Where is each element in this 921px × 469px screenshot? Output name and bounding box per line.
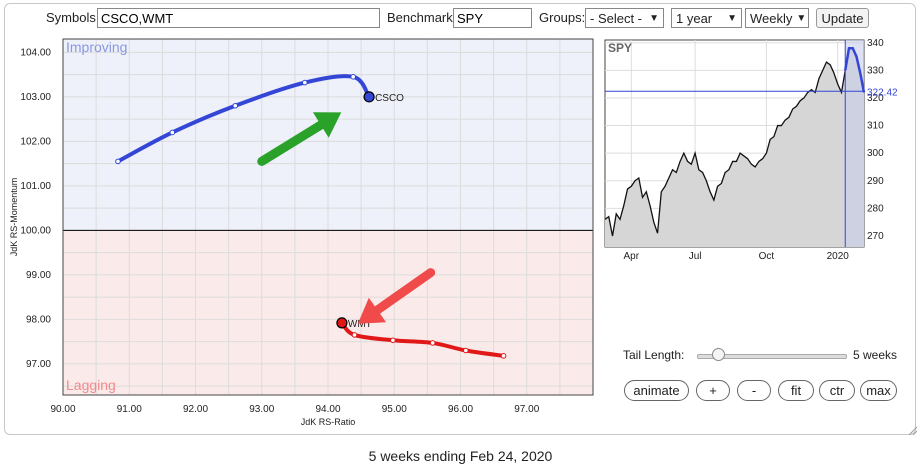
csco-tail-point: [350, 74, 356, 80]
benchmark-label: Benchmark:: [387, 10, 457, 25]
x-tick-label: 94.00: [315, 404, 340, 415]
spy-x-tick-label: Apr: [623, 251, 639, 262]
tail-length-slider-thumb[interactable]: [712, 348, 725, 361]
chevron-down-icon: ▼: [727, 12, 737, 24]
wmt-head-point: [336, 317, 348, 329]
zoom-out-button[interactable]: -: [737, 380, 771, 401]
wmt-tail-point: [429, 340, 436, 346]
y-tick-label: 101.00: [20, 181, 51, 192]
spy-x-tick-label: Oct: [759, 251, 775, 262]
symbols-label: Symbols:: [46, 10, 100, 25]
x-tick-label: 93.00: [249, 404, 274, 415]
plot-border: [62, 38, 594, 396]
groups-select-value: - Select -: [590, 10, 643, 26]
wmt-tail-point: [390, 337, 396, 344]
spy-title: SPY: [608, 41, 632, 55]
frequency-select[interactable]: Weekly ▼: [745, 8, 809, 28]
annotation-arrow-head: [312, 112, 342, 138]
csco-tail-point: [169, 129, 176, 136]
spy-y-tick-label: 340: [867, 38, 884, 49]
update-button[interactable]: Update: [816, 8, 869, 28]
quadrant-label-improving: Improving: [66, 39, 127, 55]
spy-price-line: [604, 61, 846, 237]
period-select-value: 1 year: [676, 10, 713, 26]
spy-x-tick-label: 2020: [827, 251, 850, 262]
spy-current-value: 322.42: [867, 87, 898, 98]
y-tick-label: 100.00: [20, 225, 51, 236]
x-tick-label: 90.00: [50, 404, 75, 415]
fit-button[interactable]: fit: [778, 380, 814, 401]
y-tick-label: 97.00: [26, 359, 51, 370]
animate-button[interactable]: animate: [624, 380, 689, 401]
wmt-tail-point: [351, 332, 358, 338]
quadrant-label-lagging: Lagging: [66, 377, 116, 393]
csco-tail-point: [232, 102, 239, 109]
groups-select[interactable]: - Select - ▼: [585, 8, 664, 28]
y-axis-label: JdK RS-Momentum: [9, 178, 19, 257]
csco-tail-point: [302, 79, 308, 86]
tail-length-value: 5 weeks: [853, 348, 898, 362]
y-tick-label: 103.00: [20, 92, 51, 103]
y-tick-label: 98.00: [26, 314, 51, 325]
annotation-arrow-shaft: [257, 120, 326, 166]
caption: 5 weeks ending Feb 24, 2020: [368, 448, 553, 464]
frequency-select-value: Weekly: [750, 10, 793, 26]
x-tick-label: 91.00: [117, 404, 142, 415]
resize-handle-icon[interactable]: [907, 422, 918, 436]
spy-y-tick-label: 320: [867, 93, 884, 104]
spy-y-tick-label: 310: [867, 121, 884, 132]
spy-y-tick-label: 270: [867, 231, 884, 242]
spy-area-fill: [605, 48, 864, 247]
csco-head-point: [363, 91, 375, 103]
x-tick-label: 96.00: [448, 404, 473, 415]
annotation-arrow-head: [357, 297, 387, 324]
y-tick-label: 102.00: [20, 136, 51, 147]
spy-y-tick-label: 280: [867, 203, 884, 214]
benchmark-input[interactable]: [453, 8, 532, 28]
y-tick-label: 104.00: [20, 47, 51, 58]
chevron-down-icon: ▼: [649, 12, 659, 24]
spy-price-chart: SPY 270 280 290 300 310 320 330 340 322.42 Apr Jul O…: [604, 38, 898, 262]
annotation-arrow-shaft: [372, 268, 436, 315]
spy-y-tick-label: 290: [867, 176, 884, 187]
symbols-input[interactable]: [97, 8, 380, 28]
x-tick-label: 92.00: [183, 404, 208, 415]
max-button[interactable]: max: [860, 380, 897, 401]
wmt-label: WMT: [348, 319, 372, 330]
tail-length-slider[interactable]: [697, 354, 847, 359]
groups-label: Groups:: [539, 10, 586, 25]
spy-y-tick-label: 330: [867, 65, 884, 76]
spy-tail-line: [843, 47, 866, 93]
zoom-in-button[interactable]: +: [696, 380, 730, 401]
chevron-down-icon: ▼: [796, 12, 807, 24]
y-tick-label: 99.00: [26, 270, 51, 281]
csco-label: CSCO: [375, 93, 404, 104]
period-select[interactable]: 1 year ▼: [671, 8, 742, 28]
rrg-chart: Improving Lagging 90.00 91.00 92.00 93.00 94.0…: [9, 38, 594, 427]
spy-x-tick-label: Jul: [689, 251, 702, 262]
wmt-tail-point: [500, 353, 507, 359]
x-tick-label: 95.00: [382, 404, 407, 415]
csco-tail-point: [115, 158, 121, 165]
x-tick-label: 97.00: [514, 404, 539, 415]
x-axis-label: JdK RS-Ratio: [301, 417, 356, 427]
center-button[interactable]: ctr: [819, 380, 855, 401]
tail-length-label: Tail Length:: [623, 348, 685, 362]
spy-y-tick-label: 300: [867, 148, 884, 159]
spy-tail-highlight: [845, 40, 864, 247]
wmt-tail-point: [463, 347, 469, 354]
